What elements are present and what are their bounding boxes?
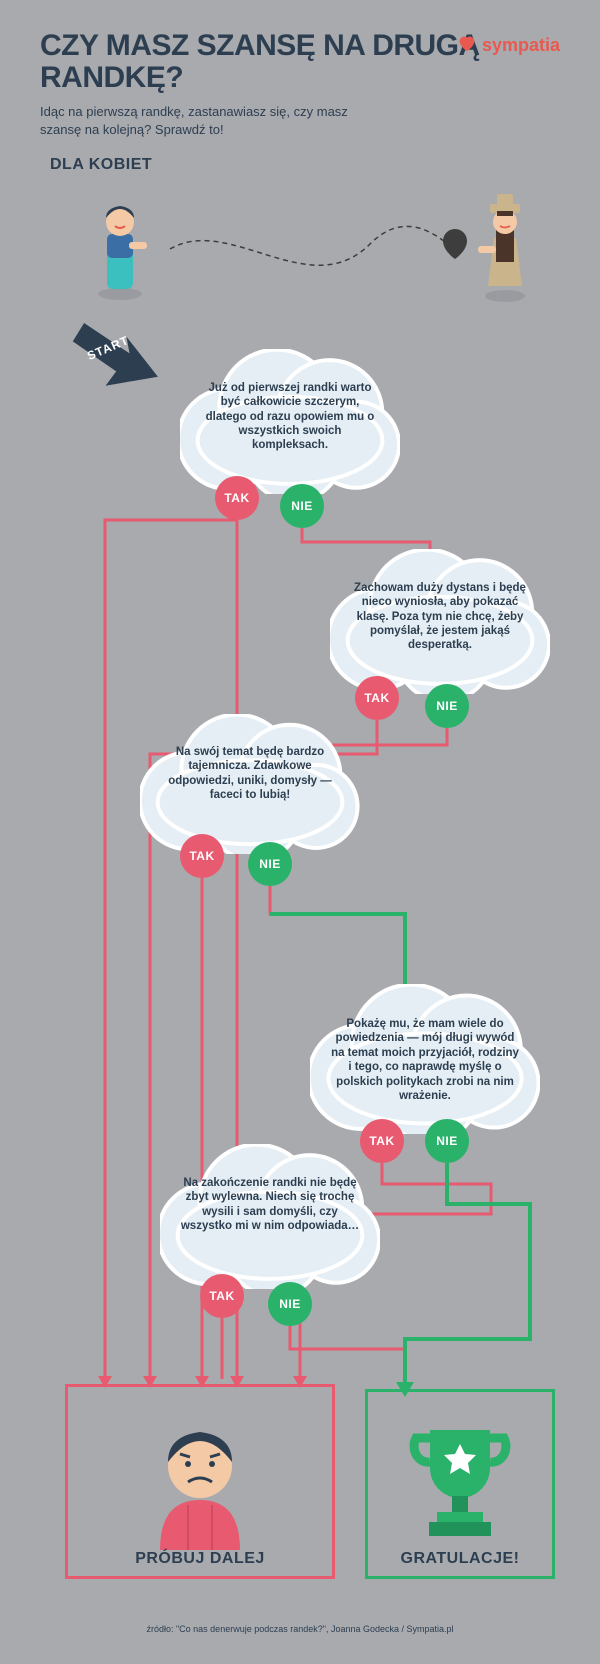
heart-icon <box>456 32 478 59</box>
audience-label: DLA KOBIET <box>50 156 560 174</box>
question-text-5: Na zakończenie randki nie będę zbyt wyle… <box>180 1176 360 1234</box>
question-text-2: Zachowam duży dystans i będę nieco wynio… <box>350 581 530 653</box>
question-cloud-2: Zachowam duży dystans i będę nieco wynio… <box>330 549 550 694</box>
question-text-3: Na swój temat będę bardzo tajemnicza. Zd… <box>160 745 340 803</box>
question-cloud-4: Pokażę mu, że mam wiele do powiedzenia —… <box>310 984 540 1134</box>
answer-no-1[interactable]: NIE <box>280 484 324 528</box>
win-label: GRATULACJE! <box>401 1550 520 1568</box>
heart-string <box>170 226 455 265</box>
trophy-illustration <box>405 1410 515 1550</box>
heart-icon-mid <box>443 229 467 259</box>
result-win: GRATULACJE! <box>365 1389 555 1579</box>
result-fail: PRÓBUJ DALEJ <box>65 1384 335 1579</box>
question-cloud-1: Już od pierwszej randki warto być całkow… <box>180 349 400 494</box>
answer-yes-1[interactable]: TAK <box>215 476 259 520</box>
sad-man-illustration <box>140 1410 260 1550</box>
brand-name: sympatia <box>482 35 560 56</box>
answer-yes-5[interactable]: TAK <box>200 1274 244 1318</box>
answer-yes-4[interactable]: TAK <box>360 1119 404 1163</box>
infographic-page: CZY MASZ SZANSĘ NA DRUGĄ RANDKĘ? Idąc na… <box>0 0 600 1664</box>
fail-label: PRÓBUJ DALEJ <box>135 1550 265 1568</box>
subtitle: Idąc na pierwszą randkę, zastanawiasz si… <box>40 103 360 138</box>
answer-no-2[interactable]: NIE <box>425 684 469 728</box>
question-text-4: Pokażę mu, że mam wiele do powiedzenia —… <box>330 1017 520 1103</box>
man-illustration <box>85 194 155 304</box>
question-cloud-5: Na zakończenie randki nie będę zbyt wyle… <box>160 1144 380 1289</box>
answer-yes-2[interactable]: TAK <box>355 676 399 720</box>
answer-no-5[interactable]: NIE <box>268 1282 312 1326</box>
answer-yes-3[interactable]: TAK <box>180 834 224 878</box>
start-arrow: START <box>70 319 160 407</box>
answer-no-4[interactable]: NIE <box>425 1119 469 1163</box>
question-cloud-3: Na swój temat będę bardzo tajemnicza. Zd… <box>140 714 360 854</box>
footer-source: źródło: "Co nas denerwuje podczas randek… <box>0 1624 600 1634</box>
question-text-1: Już od pierwszej randki warto być całkow… <box>200 381 380 453</box>
answer-no-3[interactable]: NIE <box>248 842 292 886</box>
woman-illustration <box>470 192 540 304</box>
flow-canvas: START PRÓBUJ DALEJ <box>0 174 600 1604</box>
brand-logo: sympatia <box>456 32 560 59</box>
